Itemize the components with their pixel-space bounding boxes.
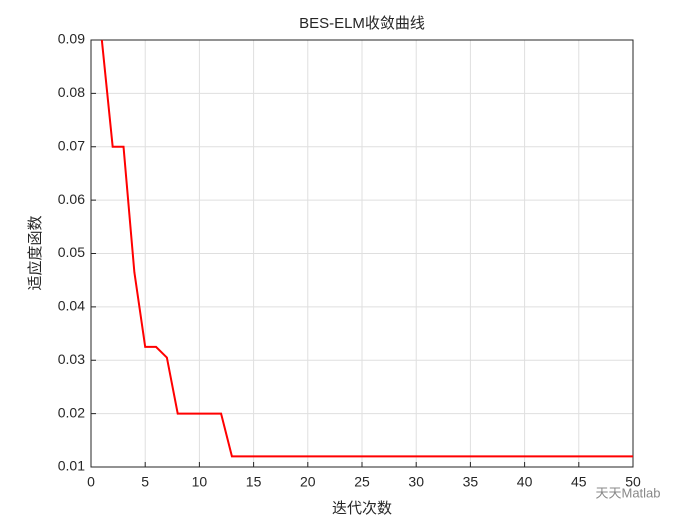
x-tick-label: 45 (571, 474, 587, 490)
x-tick-label: 35 (463, 474, 479, 490)
y-tick-label: 0.02 (58, 404, 85, 420)
plot-frame (90, 39, 634, 468)
x-axis-label: 迭代次数 (332, 499, 392, 517)
x-tick-label: 20 (300, 474, 316, 490)
x-tick-label: 0 (87, 474, 95, 490)
x-tick-label: 5 (141, 474, 149, 490)
y-tick-label: 0.05 (58, 244, 85, 260)
y-tick-label: 0.08 (58, 84, 85, 100)
y-tick-label: 0.07 (58, 137, 85, 153)
chart-title: BES-ELM收敛曲线 (299, 15, 425, 32)
y-tick-label: 0.09 (58, 31, 85, 47)
y-tick-label: 0.04 (58, 298, 85, 314)
x-tick-label: 25 (354, 474, 370, 490)
watermark: 天天Matlab (595, 485, 660, 500)
y-tick-label: 0.06 (58, 191, 85, 207)
line (100, 39, 633, 458)
y-axis-label: 适应度函数 (26, 215, 44, 290)
x-tick-label: 10 (192, 474, 208, 490)
x-tick-label: 40 (517, 474, 533, 490)
y-tick-label: 0.01 (58, 458, 85, 474)
y-tick-label: 0.03 (58, 351, 85, 367)
x-tick-label: 15 (246, 474, 262, 490)
x-tick-label: 50 (625, 474, 641, 490)
x-tick-label: 30 (408, 474, 424, 490)
